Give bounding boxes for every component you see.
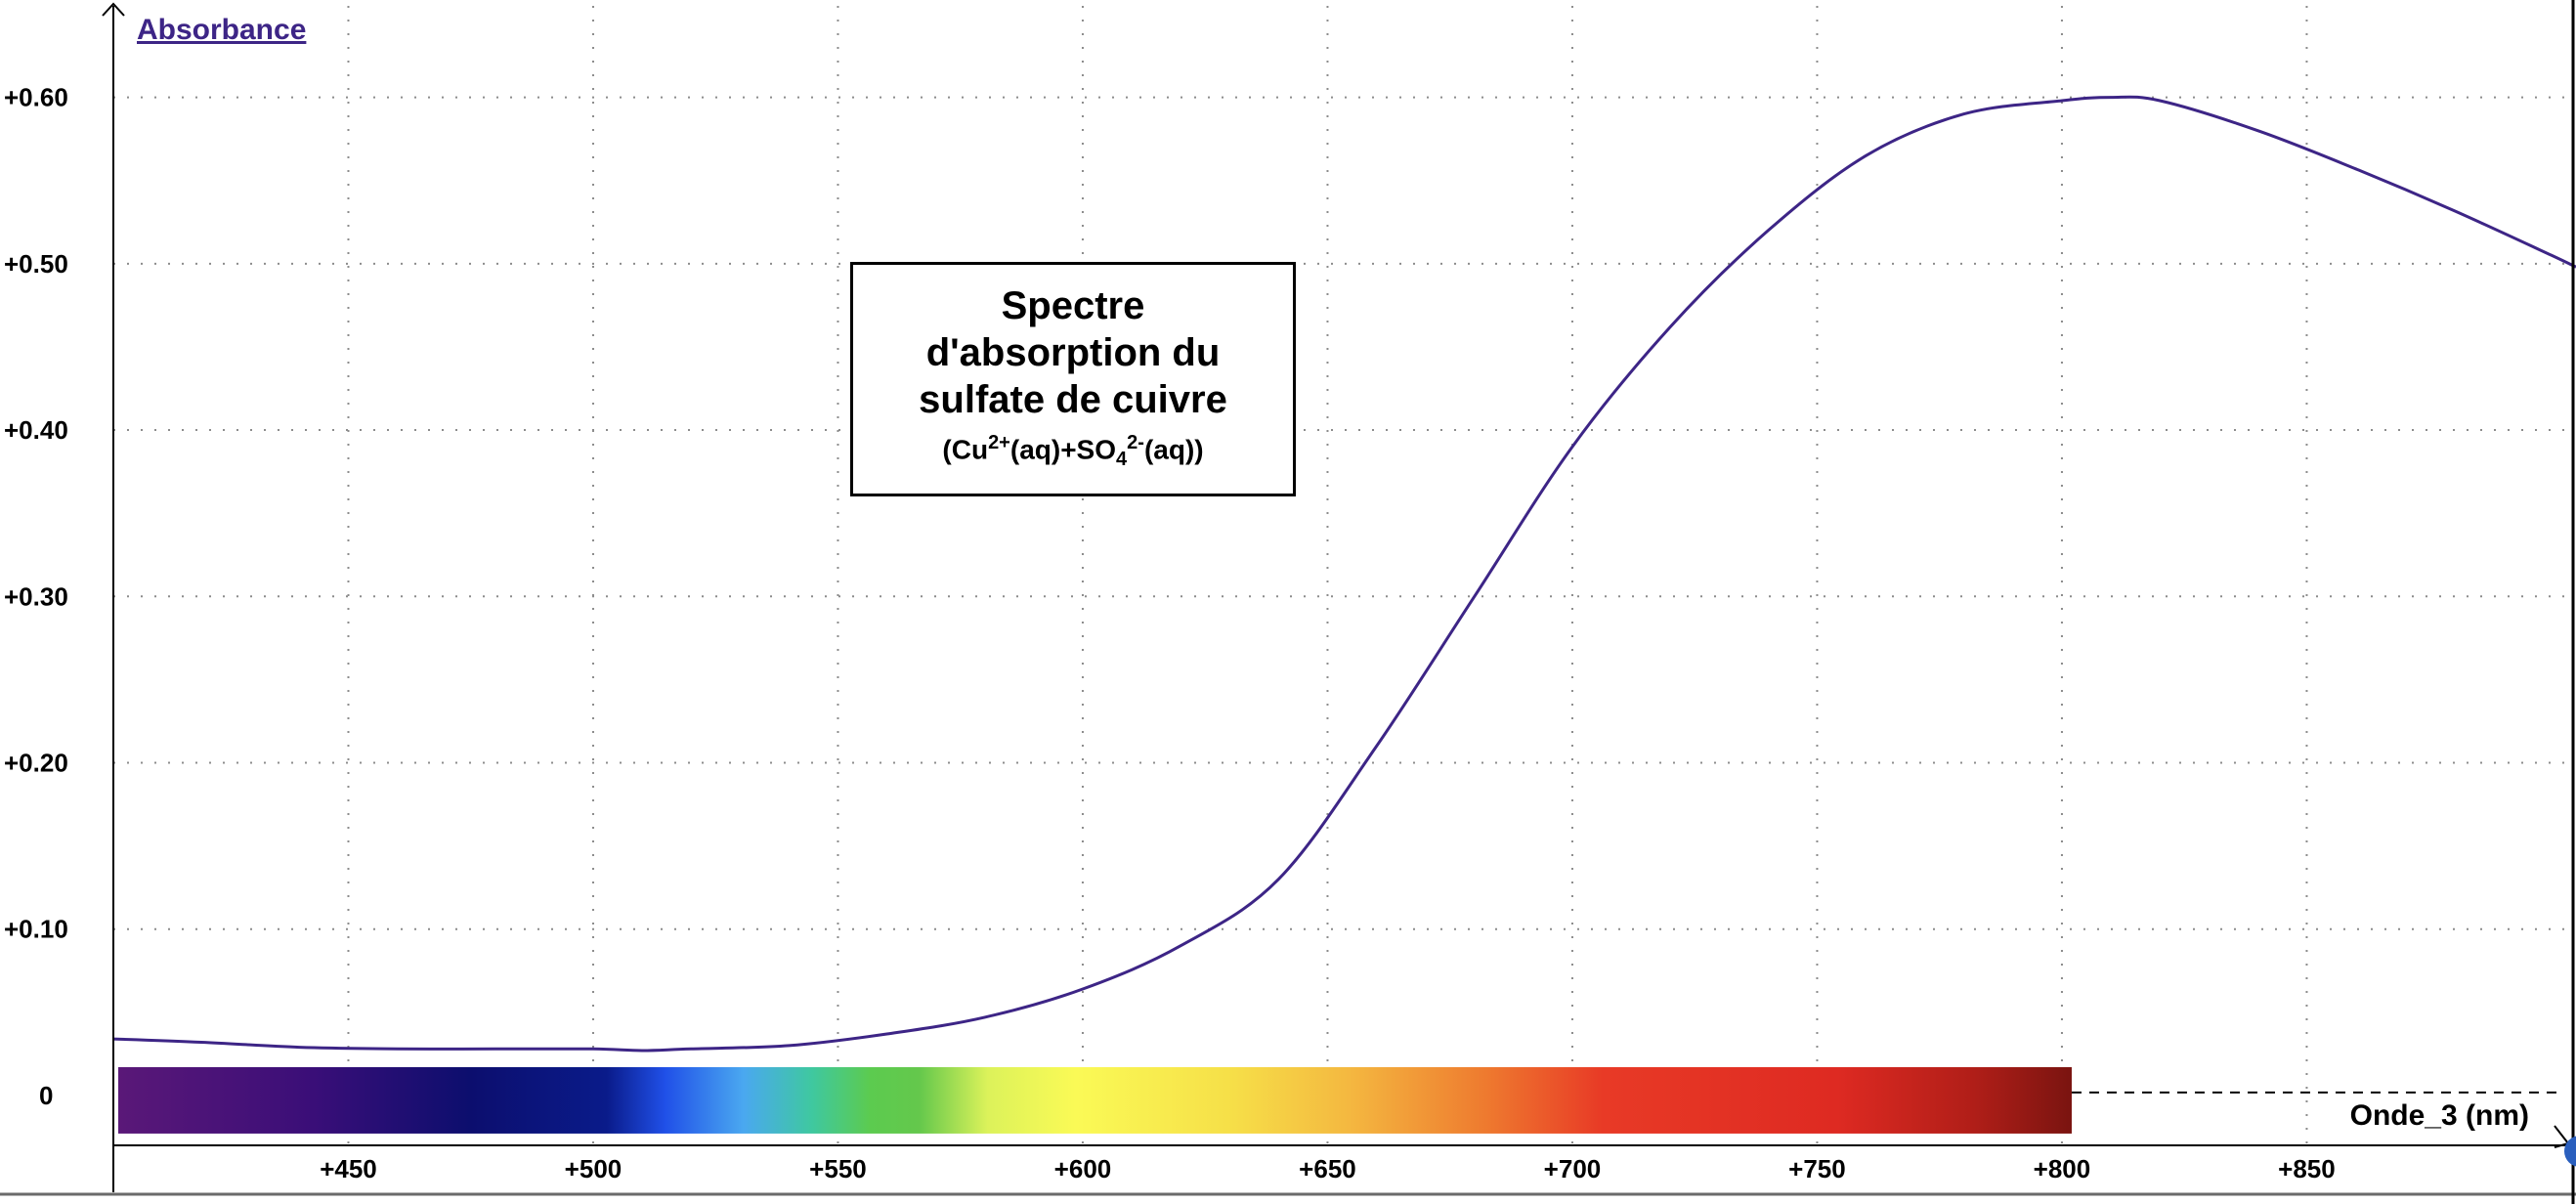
title-line-2: d'absorption du [925,330,1221,374]
formula-part: (aq)) [1143,433,1204,464]
title-line-1: Spectre [1001,283,1145,327]
formula-part: (aq)+SO [1009,433,1117,464]
x-tick-label: +550 [809,1154,867,1183]
y-tick-labels: 0 +0.10 +0.20 +0.30 +0.40 +0.50 +0.60 [4,83,68,1110]
formula-subscript: 4 [1116,448,1128,470]
formula-charge-cu: 2+ [988,431,1010,453]
x-axis-label[interactable]: Onde_3 (nm) [2350,1099,2529,1132]
title-line-3: sulfate de cuivre [919,377,1227,421]
x-tick-label: +850 [2278,1154,2336,1183]
chemical-formula: (Cu2+(aq)+SO42-(aq)) [942,425,1203,477]
x-tick-label: +600 [1054,1154,1112,1183]
y-tick-label: 0 [39,1081,53,1110]
x-tick-label: +650 [1299,1154,1356,1183]
y-axis-arrow-icon [102,2,125,17]
grid-layer [113,6,2576,1145]
y-tick-label: +0.30 [4,581,68,611]
absorbance-curve [112,95,2576,1053]
x-tick-label: +750 [1788,1154,1846,1183]
y-tick-label: +0.20 [4,748,68,777]
chart-title-box: Spectre d'absorption du sulfate de cuivr… [850,262,1296,496]
visible-spectrum-band [118,1066,2072,1134]
formula-charge-so4: 2- [1127,431,1144,453]
x-tick-label: +450 [320,1154,377,1183]
x-tick-label: +700 [1544,1154,1602,1183]
y-axis-label[interactable]: Absorbance [137,14,306,46]
corner-handle-icon[interactable] [2564,1136,2576,1167]
y-tick-label: +0.50 [4,249,68,279]
formula-part: (Cu [942,433,989,464]
x-tick-label: +500 [565,1154,623,1183]
y-tick-label: +0.60 [4,83,68,112]
y-tick-label: +0.10 [4,915,68,944]
x-tick-labels: +450 +500 +550 +600 +650 +700 +750 +800 +850 [320,1154,2336,1183]
y-tick-label: +0.40 [4,415,68,445]
x-tick-label: +800 [2034,1154,2091,1183]
